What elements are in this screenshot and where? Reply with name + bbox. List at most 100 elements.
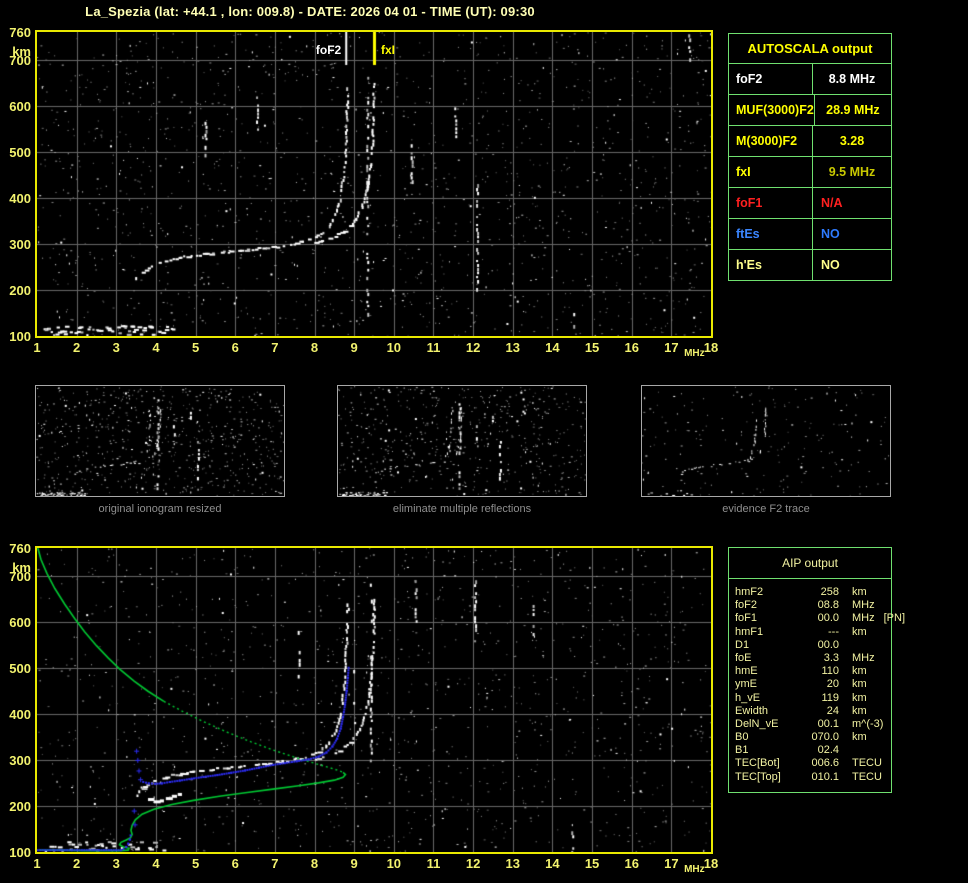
y-tick-label: 400: [9, 706, 31, 722]
autoscala-table-title: AUTOSCALA output: [729, 34, 891, 64]
autoscala-row-M3000F2: M(3000)F2 3.28: [729, 126, 891, 157]
x-tick-label: 2: [73, 856, 81, 871]
autoscala-row-fxI: fxI 9.5 MHz: [729, 157, 891, 188]
y-tick-label: 600: [9, 98, 31, 114]
aip-value: 010.1: [811, 770, 839, 783]
x-tick-label: 18: [703, 856, 719, 871]
x-tick-label: 13: [505, 856, 520, 871]
x-tick-label: 9: [350, 856, 358, 871]
aip-row-h_vE: h_vE 119 km: [735, 692, 891, 705]
x-tick-label: 10: [386, 856, 402, 871]
autoscala-param-value: 9.5 MHz: [828, 165, 876, 179]
top-ionogram-plot: foF2 fxI: [35, 30, 713, 338]
aip-param: hmF1: [735, 625, 764, 638]
y-tick-label: 760: [9, 25, 31, 40]
y-tick-label: 500: [9, 660, 31, 676]
y-tick-label: 500: [9, 144, 31, 160]
x-tick-label: 2: [73, 340, 81, 355]
aip-unit: km: [852, 731, 867, 744]
aip-row-foE: foE 3.3 MHz: [735, 652, 891, 665]
x-tick-label: 6: [231, 856, 239, 871]
y-tick-label: 400: [9, 190, 31, 206]
aip-unit: TECU: [852, 757, 882, 770]
y-tick-label: 600: [9, 614, 31, 630]
x-tick-label: 15: [584, 856, 600, 871]
autoscala-param-value: 8.8 MHz: [828, 72, 876, 86]
aip-param: hmE: [735, 665, 758, 678]
aip-value: 00.0: [817, 638, 839, 651]
x-tick-label: 15: [584, 340, 600, 355]
x-tick-label: 17: [664, 856, 679, 871]
x-tick-label: 3: [112, 856, 120, 871]
autoscala-param-value: N/A: [821, 196, 843, 210]
autoscala-param-label: h'Es: [729, 250, 813, 280]
aip-param: Ewidth: [735, 704, 769, 717]
aip-unit: km: [852, 704, 867, 717]
aip-param: foE: [735, 651, 752, 664]
x-tick-label: 14: [545, 340, 560, 355]
x-tick-label: 16: [624, 340, 639, 355]
aip-row-D1: D1 00.0: [735, 639, 891, 652]
aip-param: foF2: [735, 599, 758, 612]
x-tick-label: 14: [545, 856, 560, 871]
thumbnail-evidence-canvas: [642, 386, 890, 496]
aip-row-ymE: ymE 20 km: [735, 678, 891, 691]
aip-unit: m^(-3): [852, 717, 884, 730]
aip-value: 070.0: [811, 731, 839, 744]
aip-value: 20: [826, 678, 839, 691]
aip-unit: TECU: [852, 770, 882, 783]
aip-param: TEC[Top]: [735, 770, 781, 783]
aip-unit: MHz: [852, 651, 875, 664]
autoscala-param-value: NO: [821, 258, 840, 272]
x-tick-label: 4: [152, 340, 160, 355]
thumbnail-caption-eliminate: eliminate multiple reflections: [392, 503, 532, 515]
aip-unit: km: [852, 665, 867, 678]
fxI-marker-label: fxI: [381, 43, 396, 57]
y-tick-label: 200: [9, 282, 31, 298]
autoscala-row-foF2: foF2 8.8 MHz: [729, 64, 891, 95]
autoscala-table-rows: foF2 8.8 MHz MUF(3000)F2 28.9 MHz M(3000)F2 3…: [729, 64, 891, 280]
x-tick-label: 10: [386, 340, 402, 355]
autoscala-param-label: foF1: [729, 188, 813, 218]
x-tick-label: 3: [112, 340, 120, 355]
y-tick-label: 700: [9, 568, 31, 584]
aip-value: ---: [828, 625, 839, 638]
window-title: La_Spezia (lat: +44.1 , lon: 009.8) - DA…: [85, 4, 535, 19]
thumbnail-eliminate-reflections: [337, 385, 587, 497]
aip-table-title: AIP output: [729, 548, 891, 579]
thumbnail-caption-original: original ionogram resized: [98, 503, 222, 515]
x-tick-label: 7: [271, 340, 279, 355]
aip-row-B0: B0 070.0 km: [735, 731, 891, 744]
aip-value: 00.0: [817, 612, 839, 625]
x-axis-unit-label: MHz: [684, 348, 705, 359]
autoscala-row-foF1: foF1 N/A: [729, 188, 891, 219]
aip-param: D1: [735, 638, 750, 651]
aip-param: TEC[Bot]: [735, 757, 780, 770]
y-tick-label: 300: [9, 752, 31, 768]
aip-unit: km: [852, 691, 867, 704]
autoscala-param-label: foF2: [729, 64, 813, 94]
thumbnail-eliminate-canvas: [338, 386, 586, 496]
aip-value: 119: [821, 691, 839, 704]
x-tick-label: 6: [231, 340, 239, 355]
y-axis-unit-label: km: [12, 560, 31, 575]
aip-value: 006.6: [811, 757, 839, 770]
aip-table-rows: hmF2 258 km foF2 08.8 MHz foF1 00.0 MHz [PN] hmF1 -…: [729, 579, 905, 784]
x-tick-label: 5: [191, 856, 200, 871]
aip-row-foF2: foF2 08.8 MHz: [735, 599, 891, 612]
autoscala-param-label: M(3000)F2: [729, 126, 813, 156]
aip-param: B0: [735, 731, 749, 744]
foF2-marker-label: foF2: [315, 43, 342, 57]
x-tick-label: 8: [310, 340, 319, 355]
thumbnail-original-ionogram: [35, 385, 285, 497]
aip-value: 00.1: [817, 717, 839, 730]
aip-unit: km: [852, 678, 867, 691]
x-tick-label: 17: [664, 340, 679, 355]
autoscala-param-value: NO: [821, 227, 840, 241]
aip-row-hmE: hmE 110 km: [735, 665, 891, 678]
x-tick-label: 18: [703, 340, 719, 355]
y-tick-label: 760: [9, 541, 31, 556]
aip-row-DelN_vE: DelN_vE 00.1 m^(-3): [735, 718, 891, 731]
x-tick-label: 8: [310, 856, 319, 871]
